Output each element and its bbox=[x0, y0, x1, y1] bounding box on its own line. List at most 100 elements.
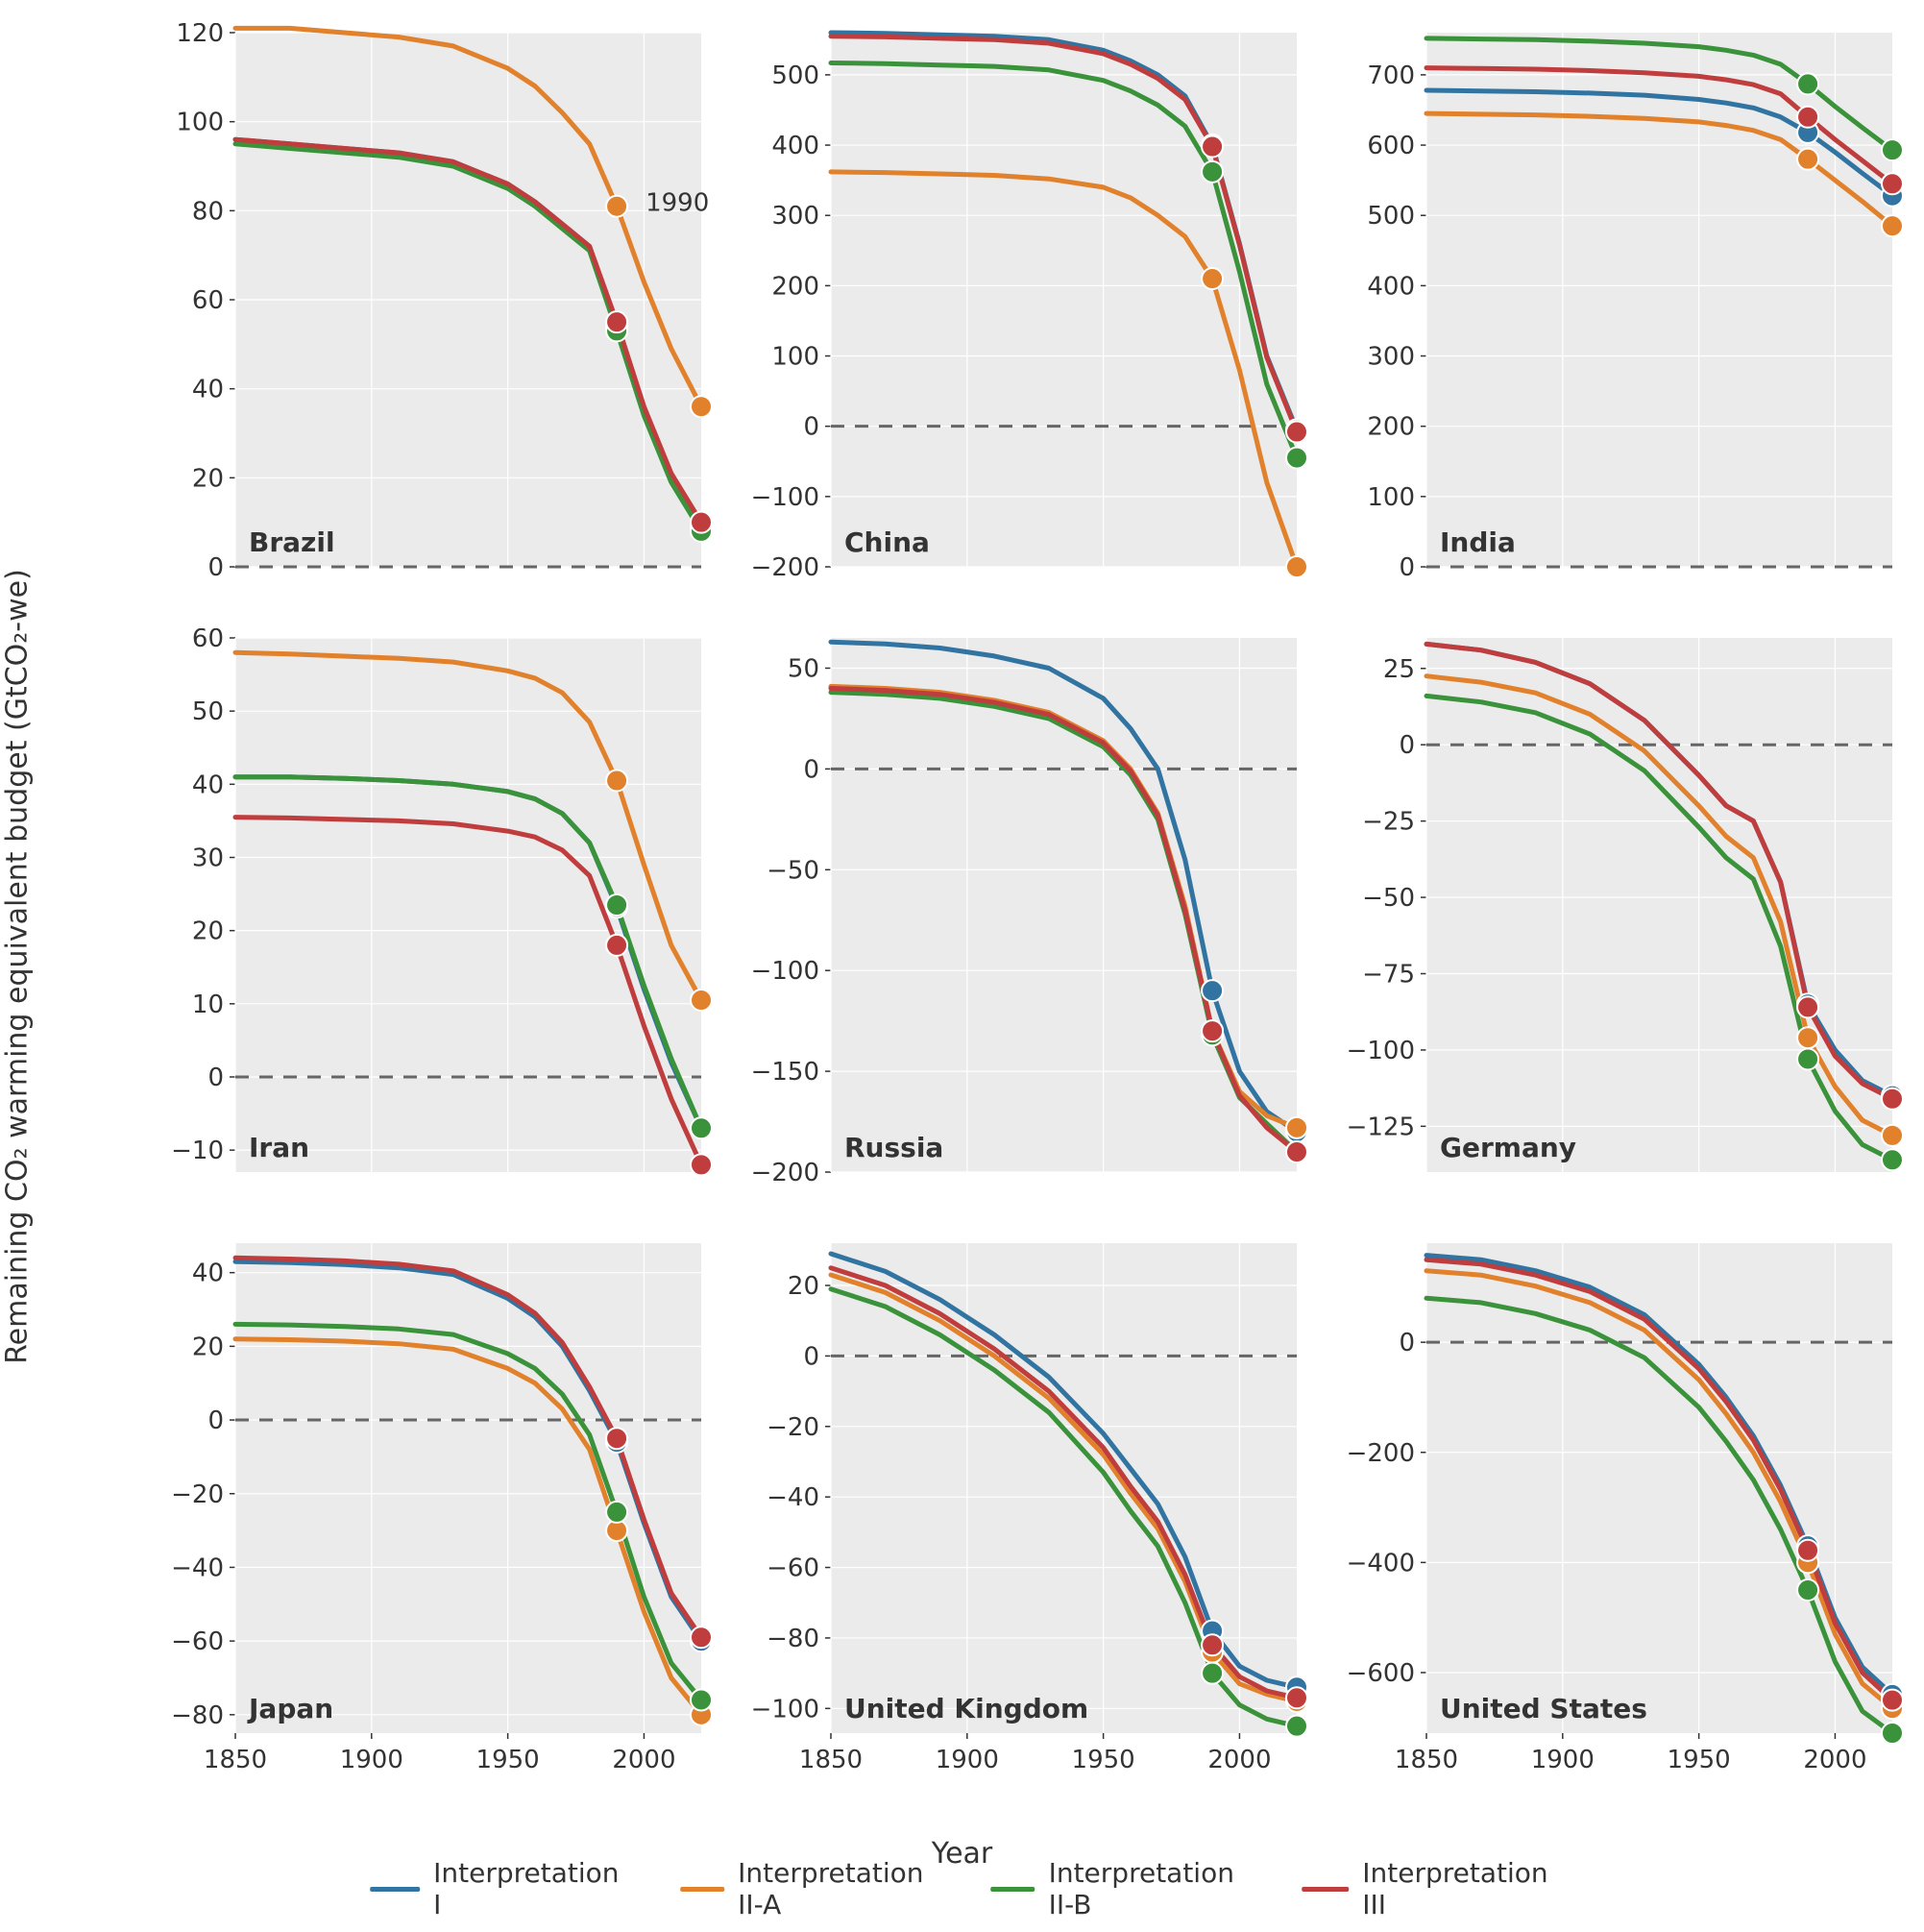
svg-text:0: 0 bbox=[803, 413, 819, 442]
legend-item-iii: Interpretation III bbox=[1302, 1857, 1554, 1920]
legend-label: Interpretation III bbox=[1362, 1857, 1554, 1920]
marker-iib-1990 bbox=[1797, 73, 1818, 94]
panel-russia: −200−150−100−50050Russia bbox=[740, 628, 1306, 1186]
legend-item-i: Interpretation I bbox=[370, 1857, 622, 1920]
svg-text:80: 80 bbox=[192, 197, 224, 226]
marker-iii-1990 bbox=[1202, 1020, 1223, 1041]
svg-text:1850: 1850 bbox=[799, 1746, 863, 1774]
svg-text:400: 400 bbox=[771, 132, 819, 160]
svg-text:0: 0 bbox=[207, 1406, 224, 1435]
panel-china: −200 −100 0 100 200 300 400 500 China bbox=[740, 23, 1306, 580]
panel-title: Brazil bbox=[249, 526, 335, 558]
marker-iii-2021 bbox=[1882, 1690, 1902, 1711]
svg-text:−200: −200 bbox=[751, 1159, 819, 1186]
marker-iia-1990 bbox=[1797, 149, 1818, 170]
svg-text:2000: 2000 bbox=[1803, 1746, 1866, 1774]
svg-text:−100: −100 bbox=[1347, 1037, 1415, 1065]
panel-iran: −100102030405060Iran bbox=[144, 628, 711, 1186]
marker-iib-2021 bbox=[1882, 1149, 1902, 1170]
svg-text:−50: −50 bbox=[1362, 884, 1415, 913]
marker-iii-1990 bbox=[606, 935, 627, 956]
svg-text:−200: −200 bbox=[1347, 1439, 1415, 1468]
panel-title: Germany bbox=[1440, 1132, 1576, 1163]
svg-text:−80: −80 bbox=[767, 1625, 819, 1653]
svg-text:−40: −40 bbox=[171, 1553, 224, 1582]
marker-iii-2021 bbox=[1286, 422, 1306, 443]
marker-iib-1990 bbox=[606, 1502, 627, 1523]
svg-text:1900: 1900 bbox=[1531, 1746, 1595, 1774]
svg-text:20: 20 bbox=[192, 917, 224, 946]
svg-text:100: 100 bbox=[771, 343, 819, 372]
panel-title: Japan bbox=[247, 1693, 333, 1724]
svg-text:−40: −40 bbox=[767, 1483, 819, 1512]
marker-iib-2021 bbox=[1286, 1716, 1306, 1737]
svg-text:20: 20 bbox=[192, 1333, 224, 1361]
marker-iib-2021 bbox=[1882, 139, 1902, 160]
panel-japan: −80−60−40−20020401850190019502000Japan bbox=[144, 1234, 711, 1791]
marker-iii-1990 bbox=[1202, 1634, 1223, 1655]
panel-title: Russia bbox=[844, 1132, 943, 1163]
legend-swatch bbox=[1302, 1887, 1349, 1892]
legend-item-iia: Interpretation II-A bbox=[680, 1857, 933, 1920]
svg-text:−50: −50 bbox=[767, 856, 819, 885]
marker-iib-2021 bbox=[1286, 448, 1306, 469]
legend-label: Interpretation II-B bbox=[1049, 1857, 1244, 1920]
marker-iii-2021 bbox=[691, 1626, 711, 1648]
svg-text:500: 500 bbox=[1367, 202, 1415, 231]
marker-iia-1990 bbox=[1202, 268, 1223, 289]
legend: Interpretation I Interpretation II-A Inter… bbox=[370, 1857, 1555, 1920]
svg-text:500: 500 bbox=[771, 61, 819, 90]
svg-text:300: 300 bbox=[771, 202, 819, 231]
svg-text:−100: −100 bbox=[751, 957, 819, 986]
legend-item-iib: Interpretation II-B bbox=[991, 1857, 1244, 1920]
y-axis-label: Remaining CO₂ warming equivalent budget … bbox=[1, 569, 35, 1364]
marker-iii-2021 bbox=[1882, 173, 1902, 194]
svg-text:−75: −75 bbox=[1362, 960, 1415, 989]
svg-text:−60: −60 bbox=[171, 1627, 224, 1656]
marker-iib-1990 bbox=[1797, 1048, 1818, 1069]
svg-text:0: 0 bbox=[207, 553, 224, 580]
svg-text:20: 20 bbox=[788, 1272, 819, 1301]
svg-text:50: 50 bbox=[788, 654, 819, 683]
marker-iia-1990 bbox=[606, 196, 627, 217]
panel-title: India bbox=[1440, 526, 1516, 558]
marker-iii-2021 bbox=[691, 512, 711, 533]
panel-brazil: 02040608010012019902021Brazil bbox=[144, 23, 711, 580]
marker-iii-2021 bbox=[1286, 1141, 1306, 1162]
marker-iii-1990 bbox=[1797, 107, 1818, 128]
svg-text:120: 120 bbox=[176, 23, 224, 48]
svg-text:1950: 1950 bbox=[1072, 1746, 1135, 1774]
svg-text:−25: −25 bbox=[1362, 808, 1415, 837]
marker-iib-1990 bbox=[1797, 1579, 1818, 1601]
legend-swatch bbox=[680, 1887, 724, 1892]
svg-text:−200: −200 bbox=[751, 553, 819, 580]
svg-text:60: 60 bbox=[192, 286, 224, 315]
svg-text:200: 200 bbox=[771, 272, 819, 301]
legend-label: Interpretation II-A bbox=[738, 1857, 933, 1920]
svg-text:−100: −100 bbox=[751, 1695, 819, 1724]
panel-germany: −125−100−75−50−25025Germany bbox=[1335, 628, 1902, 1186]
marker-iib-2021 bbox=[1882, 1723, 1902, 1744]
marker-iii-1990 bbox=[1797, 1540, 1818, 1561]
svg-text:−80: −80 bbox=[171, 1701, 224, 1730]
svg-text:0: 0 bbox=[803, 755, 819, 784]
marker-iib-2021 bbox=[691, 1689, 711, 1710]
svg-text:60: 60 bbox=[192, 628, 224, 653]
panel-title: China bbox=[844, 526, 930, 558]
svg-text:1900: 1900 bbox=[936, 1746, 999, 1774]
svg-text:−20: −20 bbox=[767, 1413, 819, 1442]
svg-text:−60: −60 bbox=[767, 1554, 819, 1583]
svg-text:2000: 2000 bbox=[1207, 1746, 1271, 1774]
legend-swatch bbox=[991, 1887, 1035, 1892]
svg-text:2000: 2000 bbox=[612, 1746, 675, 1774]
panel-india: 0100200300400500600700India bbox=[1335, 23, 1902, 580]
panel-title: United Kingdom bbox=[844, 1693, 1088, 1724]
svg-text:0: 0 bbox=[207, 1064, 224, 1092]
panel-title: Iran bbox=[249, 1132, 309, 1163]
marker-iii-1990 bbox=[606, 1428, 627, 1449]
svg-text:−100: −100 bbox=[751, 483, 819, 512]
svg-text:10: 10 bbox=[192, 990, 224, 1019]
svg-text:100: 100 bbox=[176, 109, 224, 137]
svg-text:−20: −20 bbox=[171, 1480, 224, 1509]
marker-iib-1990 bbox=[1202, 1663, 1223, 1684]
